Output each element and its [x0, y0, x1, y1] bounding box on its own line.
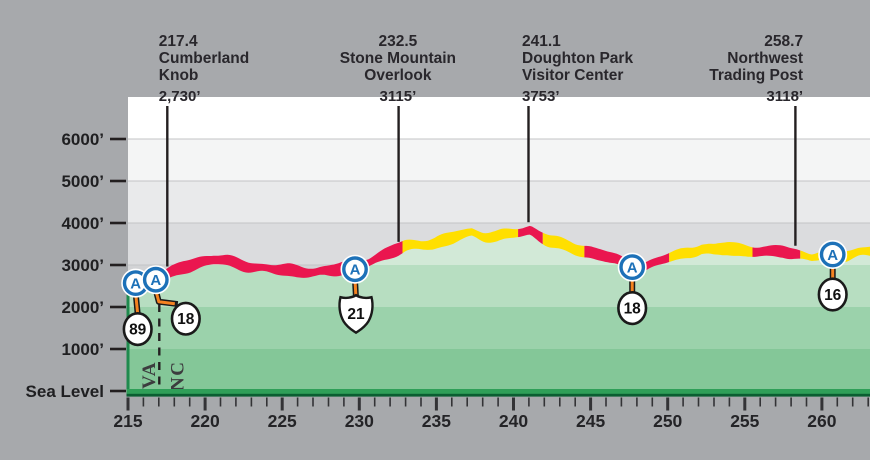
y-axis-label: 5000’: [61, 172, 104, 191]
access-point-mp-229.72: 21 A: [338, 254, 374, 335]
landmark-name-line: Overlook: [364, 67, 432, 84]
access-marker-circle: [342, 256, 368, 283]
x-axis-label: 235: [422, 411, 451, 431]
landmark-name-line: Visitor Center: [522, 67, 623, 84]
landmark-mile: 241.1: [522, 33, 561, 50]
route-shield-number: 18: [624, 301, 642, 318]
state-label-va: VA: [139, 361, 160, 389]
landmark-elevation: 3115’: [380, 88, 417, 105]
road-ribbon: [128, 225, 870, 289]
access-point-mp-260.7: 16 A: [817, 240, 848, 312]
y-axis: 6000’ 5000’ 4000’ 3000’ 2000’ 1000’ Sea Level: [26, 130, 126, 401]
access-marker-letter: A: [350, 262, 361, 279]
landmark-name-line: Doughton Park: [522, 50, 633, 67]
road-ribbon-segment-yellow: [542, 232, 585, 258]
access-points: 89 A 18 A 21 A 18 A 16 A: [121, 240, 848, 347]
landmark-mile: 217.4: [159, 33, 198, 50]
terrain-band: [128, 349, 870, 391]
baseline: [126, 389, 870, 395]
landmark-name-line: Northwest: [727, 50, 803, 67]
x-axis-label: 240: [499, 411, 528, 431]
access-marker-outer-ring: [141, 265, 171, 295]
landmark-elevation: 3753’: [522, 88, 560, 105]
sky-band: [128, 139, 870, 181]
baseline-edge: [126, 393, 870, 397]
landmark-name-line: Stone Mountain: [340, 50, 456, 67]
road-ribbon-segment-red: [584, 245, 670, 274]
sky-band: [128, 181, 870, 223]
circle-route-shield-16: [817, 277, 848, 312]
state-label-nc: NC: [167, 361, 188, 391]
x-axis-label: 215: [113, 411, 142, 431]
access-marker-letter: A: [150, 272, 161, 289]
x-axis: 215 220 225 230 235 240 245 250 255 260: [113, 397, 870, 431]
landmark-name-line: Trading Post: [709, 67, 803, 84]
access-marker-circle: [142, 266, 169, 293]
x-axis-label: 245: [576, 411, 605, 431]
x-axis-label: 255: [730, 411, 759, 431]
y-axis-label: 4000’: [61, 214, 104, 233]
access-marker-circle: [819, 241, 846, 268]
us-route-shield-21: [338, 293, 374, 335]
landmark-name-line: Knob: [159, 67, 199, 84]
landmark-mile: 232.5: [379, 33, 418, 50]
state-line: VA NC: [139, 304, 188, 391]
road-ribbon-segment-red: [518, 225, 543, 245]
terrain-band: [128, 265, 870, 307]
sky-band: [128, 97, 870, 139]
route-shield-number: 21: [347, 306, 365, 323]
access-marker-letter: A: [130, 276, 141, 293]
access-marker-outer-ring: [340, 254, 370, 284]
landmark-elevation: 3118’: [766, 88, 803, 105]
x-axis-label: 260: [807, 411, 836, 431]
access-marker-letter: A: [627, 260, 638, 277]
landmark-name-line: Cumberland: [159, 50, 249, 67]
road-ribbon-segment-yellow: [402, 228, 519, 254]
access-marker-letter: A: [827, 247, 838, 264]
access-point-mp-247.7: 18 A: [617, 252, 648, 326]
x-axis-label: 250: [653, 411, 682, 431]
road-ribbon-segment-red: [752, 245, 801, 260]
y-axis-label: 2000’: [61, 298, 104, 317]
y-axis-label: Sea Level: [26, 382, 104, 401]
access-marker-circle: [619, 254, 646, 281]
access-point-mp-215.5: 89 A: [121, 268, 153, 347]
road-ribbon-segment-red: [128, 241, 403, 289]
access-marker-outer-ring: [818, 240, 848, 270]
circle-route-shield-18: [170, 301, 201, 336]
route-shield-number: 89: [129, 322, 147, 339]
x-axis-label: 225: [268, 411, 297, 431]
circle-route-shield-89: [122, 312, 153, 347]
terrain-band: [128, 307, 870, 349]
y-axis-label: 3000’: [61, 256, 104, 275]
landmark-elevation: 2,730’: [159, 88, 201, 105]
landmark-mile: 258.7: [764, 33, 803, 50]
access-marker-outer-ring: [617, 252, 647, 282]
x-axis-label: 230: [345, 411, 374, 431]
y-axis-label: 1000’: [61, 340, 104, 359]
x-axis-label: 220: [190, 411, 219, 431]
road-ribbon-segment-yellow: [669, 242, 753, 262]
route-shield-number: 16: [824, 287, 842, 304]
access-point-mp-216.8: 18 A: [141, 265, 201, 336]
y-axis-label: 6000’: [61, 130, 104, 149]
circle-route-shield-18: [617, 291, 648, 326]
route-shield-number: 18: [177, 311, 195, 328]
